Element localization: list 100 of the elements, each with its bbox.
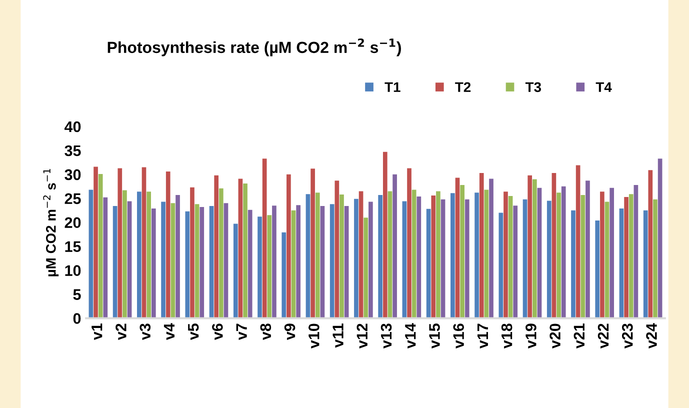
- bar: [624, 196, 628, 318]
- bar: [440, 199, 446, 318]
- bar: [450, 193, 455, 318]
- legend-label: T4: [596, 82, 612, 92]
- bar: [600, 192, 604, 318]
- x-tick-label: v10: [308, 324, 320, 349]
- bar: [528, 175, 532, 318]
- y-tick-label: 35: [64, 145, 81, 156]
- bar: [392, 174, 397, 318]
- y-tick-label: 40: [64, 121, 81, 132]
- bar: [161, 202, 166, 318]
- bar: [537, 188, 542, 318]
- y-tick-label: 25: [64, 193, 81, 204]
- bar: [595, 220, 600, 318]
- bar: [238, 178, 243, 318]
- bar: [436, 191, 440, 318]
- bar: [224, 203, 228, 318]
- bar: [412, 190, 416, 318]
- bar: [407, 168, 412, 318]
- bar: [576, 165, 580, 318]
- x-tick-label: v18: [501, 324, 512, 349]
- bar: [628, 194, 634, 318]
- bar: [586, 180, 590, 318]
- x-tick-label: v17: [477, 324, 488, 349]
- bar: [296, 205, 301, 318]
- bar: [489, 178, 494, 318]
- bar: [286, 174, 291, 318]
- bar: [358, 191, 364, 318]
- y-tick-label: 0: [73, 313, 81, 324]
- x-tick-label: v3: [140, 324, 151, 340]
- bar: [267, 215, 272, 318]
- y-tick-label: 15: [65, 241, 81, 252]
- x-tick-label: v23: [622, 324, 633, 349]
- bar: [315, 192, 320, 318]
- bar: [658, 158, 662, 318]
- bar: [388, 191, 392, 318]
- bar: [194, 204, 200, 318]
- x-tick-label: v24: [646, 323, 657, 349]
- x-tick-label: v11: [332, 324, 344, 348]
- bar: [146, 192, 151, 318]
- bar: [426, 208, 431, 318]
- bar: [556, 192, 561, 318]
- bar: [112, 206, 118, 318]
- bar: [170, 203, 176, 318]
- bar: [190, 187, 194, 318]
- bar: [402, 201, 407, 318]
- legend-label: T3: [525, 82, 541, 92]
- bar: [330, 204, 334, 318]
- bar: [354, 198, 358, 318]
- bar: [382, 152, 388, 318]
- x-tick-label: v15: [429, 324, 440, 349]
- x-tick-label: v7: [236, 324, 247, 340]
- bar: [248, 210, 252, 318]
- x-tick-label: v12: [356, 324, 368, 349]
- x-tick-label: v6: [212, 324, 223, 340]
- bar: [243, 184, 248, 318]
- chart-title: Photosynthesis rate (µM CO2 m$^{−2}$ s$^{−1}$): [108, 38, 401, 56]
- x-tick-label: v19: [526, 324, 536, 349]
- x-tick-label: v2: [116, 324, 126, 340]
- bar: [474, 192, 479, 318]
- x-tick-label: v16: [453, 324, 464, 349]
- x-tick-label: v22: [598, 324, 609, 349]
- bar: [127, 201, 132, 318]
- bar: [498, 212, 504, 318]
- bar: [484, 190, 489, 318]
- bar: [340, 194, 344, 318]
- bar: [103, 197, 108, 318]
- x-tick-label: v20: [550, 324, 560, 349]
- bar: [142, 167, 146, 318]
- bar: [580, 195, 586, 318]
- x-tick-label: v5: [188, 324, 199, 340]
- bar: [118, 168, 122, 318]
- bar: [513, 206, 518, 318]
- bar: [416, 196, 422, 318]
- bar: [88, 190, 94, 318]
- bar: [508, 196, 513, 318]
- y-tick-label: 20: [64, 217, 81, 228]
- bar: [94, 166, 98, 318]
- bar: [334, 180, 340, 318]
- bar: [344, 206, 349, 318]
- bar: [214, 175, 219, 318]
- bar: [504, 192, 508, 318]
- bar: [479, 172, 484, 318]
- bar: [634, 184, 638, 318]
- bar: [166, 172, 170, 318]
- bar: [137, 192, 142, 318]
- bar: [209, 206, 214, 318]
- bar: [561, 186, 566, 318]
- legend-label: T2: [455, 82, 471, 92]
- bar: [272, 206, 276, 318]
- x-tick-label: v8: [260, 324, 272, 340]
- bar: [310, 168, 315, 318]
- bar: [233, 224, 238, 318]
- y-axis-title: µM CO2 m$^{−2}$ s$^{−1}$: [43, 168, 59, 276]
- bar: [431, 196, 436, 318]
- x-tick-label: v1: [92, 324, 102, 340]
- bar: [320, 206, 325, 318]
- bar: [643, 210, 648, 318]
- bar: [306, 194, 310, 318]
- bar: [176, 195, 180, 318]
